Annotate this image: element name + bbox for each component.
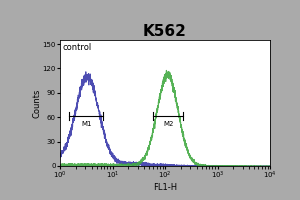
Text: M2: M2: [163, 121, 174, 127]
Text: M1: M1: [81, 121, 92, 127]
X-axis label: FL1-H: FL1-H: [153, 183, 177, 192]
Title: K562: K562: [143, 24, 187, 39]
Text: control: control: [63, 43, 92, 52]
Y-axis label: Counts: Counts: [32, 88, 41, 118]
